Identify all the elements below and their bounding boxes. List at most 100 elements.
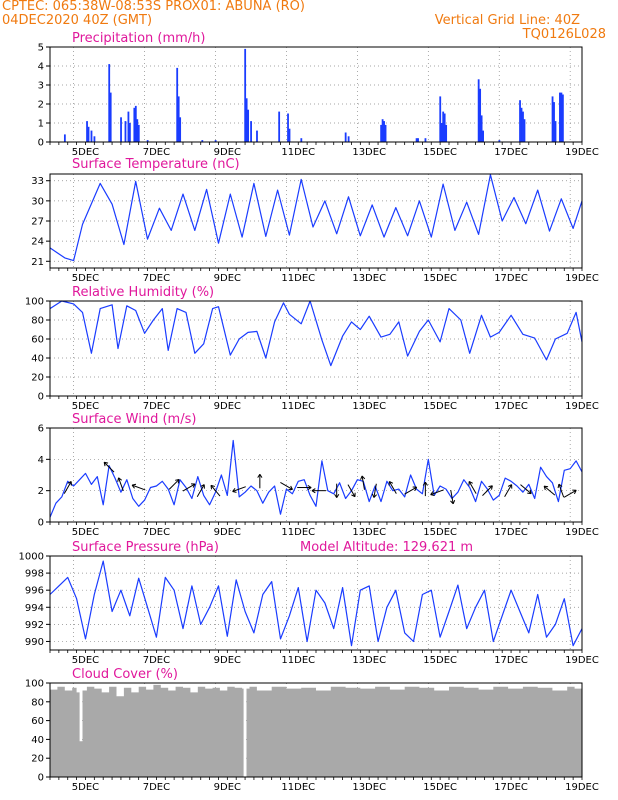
x-tick-label: 19DEC [565, 273, 599, 284]
wind-arrow [450, 489, 456, 505]
precip-bar [440, 123, 443, 142]
y-tick-label: 1 [38, 119, 44, 130]
x-tick-label: 17DEC [494, 147, 528, 158]
wind-arrow [131, 483, 146, 491]
precip-bar [498, 140, 501, 142]
wind-arrow [422, 481, 428, 497]
precip-bar [300, 138, 303, 142]
wind-arrow [468, 481, 477, 494]
y-tick-label: 3 [38, 81, 44, 92]
x-tick-label: 13DEC [352, 401, 386, 412]
x-tick-label: 15DEC [423, 527, 457, 538]
x-tick-label: 11DEC [281, 401, 315, 412]
wind-arrow [257, 473, 263, 489]
precip-bar [551, 96, 554, 142]
wind-title: Surface Wind (m/s) [72, 412, 196, 427]
pressure-frame [49, 555, 583, 651]
x-tick-label: 15DEC [423, 273, 457, 284]
header-line1: CPTEC: 065:38W-08:53S PROX01: ABUNA (RO) [2, 0, 305, 14]
x-tick-label: 11DEC [281, 655, 315, 666]
x-tick-label: 5DEC [72, 782, 99, 793]
y-tick-label: 80 [31, 697, 44, 708]
wind-arrow [232, 486, 246, 493]
temperature-title: Surface Temperature (nC) [72, 157, 240, 172]
header-date: 04DEC2020 40Z (GMT) [2, 13, 153, 28]
y-tick-label: 4 [38, 455, 44, 466]
x-tick-label: 13DEC [352, 273, 386, 284]
wind-arrow [557, 483, 565, 498]
y-tick-label: 0 [38, 138, 44, 149]
x-tick-label: 17DEC [494, 527, 528, 538]
precip-bar [480, 115, 483, 142]
y-tick-label: 994 [25, 603, 44, 614]
y-tick-label: 100 [25, 297, 44, 308]
x-tick-label: 9DEC [214, 147, 241, 158]
wind-arrow [334, 483, 340, 498]
precip-bar [86, 121, 88, 142]
x-tick-label: 7DEC [143, 527, 170, 538]
precip-bar [124, 121, 127, 142]
x-tick-label: 11DEC [281, 273, 315, 284]
y-tick-label: 33 [31, 176, 44, 187]
y-tick-label: 6 [38, 424, 44, 435]
x-tick-label: 11DEC [281, 782, 315, 793]
wind-arrow [404, 486, 418, 495]
humidity-frame [49, 300, 583, 397]
x-tick-label: 13DEC [352, 527, 386, 538]
y-tick-label: 21 [31, 257, 44, 268]
x-tick-label: 5DEC [72, 273, 99, 284]
y-tick-label: 996 [25, 586, 44, 597]
precip-bar [93, 136, 96, 142]
wind-arrow [347, 484, 356, 498]
x-tick-label: 13DEC [352, 782, 386, 793]
wind-arrow [103, 461, 115, 473]
x-tick-label: 17DEC [494, 401, 528, 412]
precip-bar [127, 111, 130, 142]
y-tick-label: 60 [31, 716, 44, 727]
wind-arrow [360, 475, 366, 490]
cloud-cover-area [50, 684, 582, 777]
x-tick-label: 9DEC [214, 273, 241, 284]
precip-bar [477, 79, 480, 142]
x-tick-label: 15DEC [423, 655, 457, 666]
y-tick-label: 20 [31, 754, 44, 765]
precip-bar [256, 130, 258, 142]
y-tick-label: 80 [31, 316, 44, 327]
precip-bar [522, 111, 524, 142]
precip-bar [179, 117, 182, 142]
precip-bar [250, 121, 252, 142]
x-tick-label: 13DEC [352, 147, 386, 158]
precip-bar [288, 128, 291, 142]
wind-arrow [210, 484, 221, 497]
wind-arrow [388, 481, 397, 494]
cloud-cover-title: Cloud Cover (%) [72, 667, 178, 682]
precip-bar [554, 121, 557, 142]
wind-arrow [182, 483, 196, 492]
wind-arrow [504, 484, 513, 497]
x-tick-label: 19DEC [565, 401, 599, 412]
x-tick-label: 7DEC [143, 655, 170, 666]
wind-arrow [371, 483, 377, 498]
header-run-id: TQ0126L028 [522, 27, 606, 42]
precip-bar [278, 111, 281, 142]
precip-bar [90, 130, 93, 142]
y-tick-label: 0 [38, 518, 44, 529]
wind-line [49, 439, 583, 518]
wind-arrow [280, 482, 293, 491]
pressure-line [49, 560, 583, 647]
y-tick-label: 1000 [19, 552, 44, 563]
precip-bar [214, 140, 217, 142]
y-tick-label: 60 [31, 335, 44, 346]
precip-bar [415, 138, 418, 142]
y-tick-label: 2 [38, 100, 44, 111]
precip-bar [133, 107, 136, 142]
x-tick-label: 9DEC [214, 782, 241, 793]
precip-bar [560, 92, 563, 142]
precip-bar [381, 119, 384, 142]
precip-bar [287, 113, 289, 142]
y-tick-label: 998 [25, 569, 44, 580]
precipitation-panel: Precipitation (mm/h) 0 1 2 3 4 5 5DEC 7DEC 9DEC 11… [38, 31, 599, 158]
precip-bar [380, 124, 383, 142]
x-tick-label: 7DEC [143, 273, 170, 284]
